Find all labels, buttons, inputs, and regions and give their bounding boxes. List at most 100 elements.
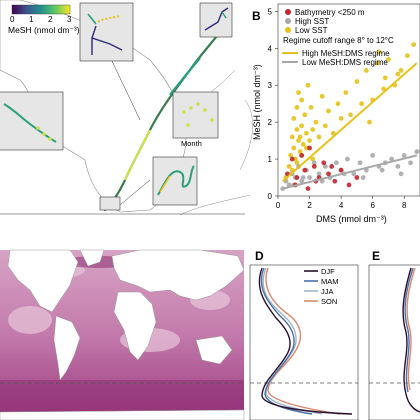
- inset-track-left: [0, 91, 64, 151]
- y-tick-label: 3: [268, 81, 273, 90]
- data-point: [286, 164, 292, 169]
- inset-track-bottom: [152, 156, 198, 206]
- data-point: [375, 60, 380, 66]
- data-point: [386, 56, 391, 62]
- x-axis-ticks: 0 2 4 6 8: [276, 196, 407, 210]
- data-point: [302, 167, 308, 173]
- regime-line-label: Low MeSH:DMS regime: [302, 58, 388, 67]
- data-point: [338, 116, 344, 121]
- data-point: [351, 171, 357, 177]
- data-point: [354, 79, 360, 84]
- continents: [0, 249, 245, 420]
- regime-line: [282, 62, 418, 182]
- data-point: [408, 160, 413, 166]
- data-point: [329, 164, 335, 169]
- data-point: [348, 112, 353, 118]
- data-point: [299, 152, 305, 158]
- scatter-plot-area: [277, 3, 420, 197]
- data-point: [326, 171, 331, 177]
- legend-entry: MAM: [321, 277, 339, 286]
- x-tick-label: 8: [402, 201, 407, 210]
- data-point: [304, 130, 309, 136]
- data-point: [319, 93, 325, 99]
- y-axis-label: MeSH (nmol dm⁻³): [252, 64, 262, 140]
- legend-entry: High SST: [295, 17, 329, 26]
- data-point: [343, 90, 349, 96]
- colorbar-tick: 2: [48, 15, 53, 24]
- data-point: [296, 138, 301, 144]
- data-point: [299, 97, 305, 103]
- data-point: [316, 171, 322, 177]
- legend-entry: Low SST: [295, 26, 328, 35]
- data-point: [414, 149, 420, 155]
- scatter-legend: Bathymetry <250 m High SST Low SST Regim…: [282, 8, 394, 67]
- x-axis-label: DMS (nmol dm⁻³): [316, 214, 387, 224]
- data-point: [291, 116, 297, 121]
- y-tick-label: 2: [268, 118, 273, 127]
- data-point: [302, 112, 308, 118]
- colorbar: [11, 4, 71, 15]
- colorbar-tick: 1: [29, 15, 34, 24]
- panel-e-axes: [368, 264, 420, 420]
- data-point: [311, 160, 317, 166]
- land-antarctica: [0, 409, 245, 420]
- inset-small: [99, 196, 121, 211]
- data-point: [294, 104, 300, 110]
- colorbar-label: MeSH (nmol dm⁻³): [8, 25, 80, 35]
- data-point: [360, 175, 366, 180]
- profile-mam: [260, 267, 313, 415]
- panel-e-profiles: [402, 267, 420, 413]
- data-point: [307, 175, 312, 180]
- panel-e: E: [368, 249, 420, 420]
- data-point: [321, 160, 327, 166]
- land-south-america-map: [53, 315, 81, 381]
- data-point: [297, 134, 303, 140]
- land-europe-asia: [111, 249, 245, 301]
- data-point: [299, 178, 305, 184]
- data-point: [294, 160, 300, 166]
- x-tick-label: 6: [370, 201, 375, 210]
- data-point: [370, 152, 376, 158]
- data-point: [294, 175, 300, 180]
- data-point: [311, 164, 317, 169]
- land-greenland: [79, 249, 105, 267]
- data-point: [291, 145, 297, 151]
- y-tick-label: 4: [268, 44, 273, 53]
- data-point: [335, 101, 341, 107]
- data-point: [305, 186, 311, 192]
- data-point: [357, 160, 363, 166]
- data-point: [354, 175, 360, 180]
- data-point: [411, 42, 417, 48]
- legend-entry: SON: [321, 297, 337, 306]
- data-point: [313, 119, 319, 125]
- land-north-america: [7, 249, 79, 313]
- data-point: [345, 156, 350, 162]
- inset-month-label: Month: [181, 139, 202, 148]
- data-point: [333, 160, 339, 166]
- legend-entry: JJA: [321, 287, 334, 296]
- panel-d-axes: [249, 264, 359, 420]
- legend-marker-bathymetry: [285, 9, 291, 15]
- profile-djf: [258, 267, 353, 415]
- x-tick-label: 0: [276, 201, 281, 210]
- data-point: [288, 152, 294, 158]
- data-point: [367, 119, 372, 125]
- panel-b-letter: B: [252, 9, 261, 23]
- data-point: [322, 123, 328, 129]
- data-point: [307, 138, 312, 144]
- data-point: [338, 167, 344, 173]
- ship-track-high: [123, 129, 151, 181]
- data-point: [363, 68, 369, 73]
- data-point: [310, 127, 316, 132]
- colorbar-tick: 0: [10, 15, 15, 24]
- legend-entry: Bathymetry <250 m: [295, 8, 365, 17]
- data-point: [289, 156, 295, 162]
- regime-lines: [282, 62, 418, 190]
- y-tick-label: 0: [268, 192, 273, 201]
- data-point: [404, 53, 410, 59]
- data-point: [395, 71, 401, 77]
- panel-d-letter: D: [255, 249, 264, 263]
- panel-c-global-map: [0, 249, 245, 420]
- panel-b: B 0 1 2 3 4 5 0 2 4 6 8 MeSH (nmol dm⁻³) DMS (nmo…: [252, 3, 420, 224]
